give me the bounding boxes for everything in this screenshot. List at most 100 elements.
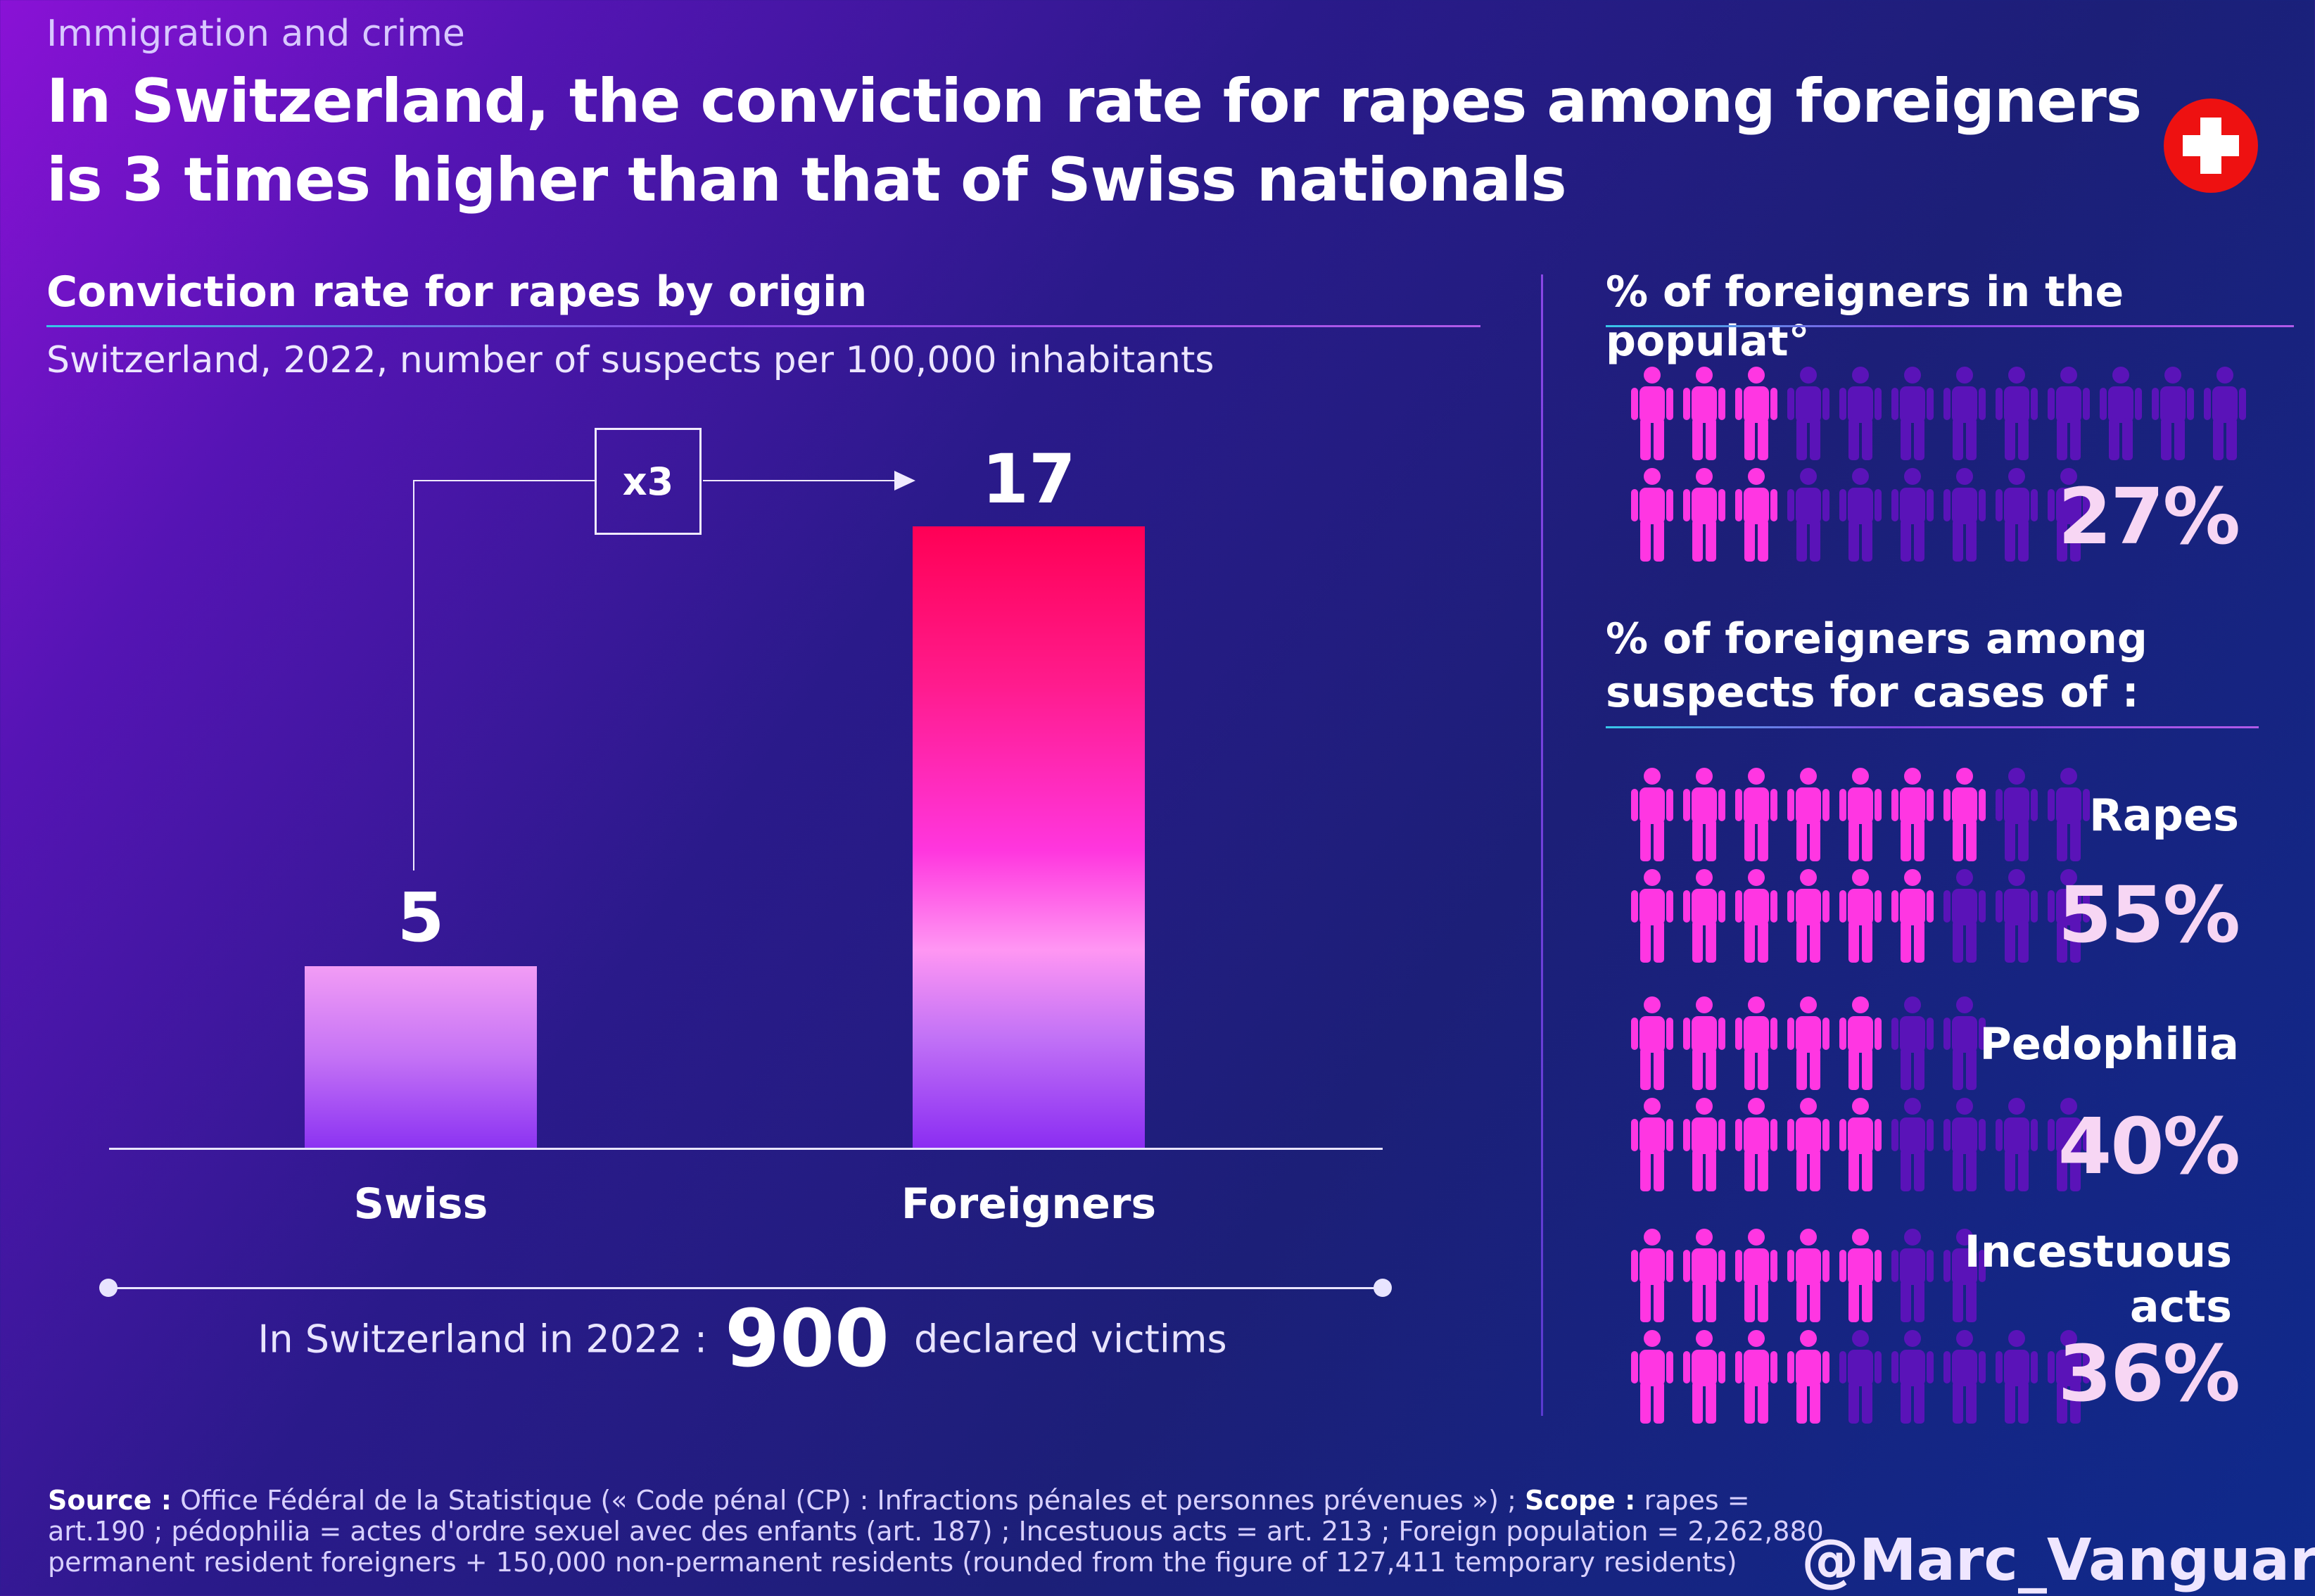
person-icon [1839,468,1882,562]
person-icon-highlighted [1683,1098,1725,1191]
person-icon-highlighted [1839,1098,1882,1191]
suspects-title-line-1: % of foreigners among [1606,614,2148,664]
bar-swiss [305,966,537,1149]
person-icon [1839,367,1882,460]
category-label-foreigners: Foreigners [901,1179,1157,1229]
victims-count: 900 [725,1293,889,1385]
person-icon-highlighted [1839,1229,1882,1322]
pictogram-row [1630,366,2247,460]
person-icon-highlighted [1631,1330,1673,1424]
crime-label-incestuous-acts: Incestuous acts [1951,1224,2232,1334]
arrow-right-icon [894,471,915,490]
pedophilia-percent: 40% [2057,1101,2240,1191]
pictogram-row [1630,996,2091,1090]
crime-label-line-1: Incestuous [1964,1226,2232,1277]
person-icon [1943,869,1986,963]
person-icon-highlighted [1735,768,1777,861]
headline-line-2: is 3 times higher than that of Swiss nat… [46,145,1567,215]
scope-text: rapes = art.190 ; pédophilia = actes d'o… [48,1485,1824,1578]
incest-pictogram [1630,1228,2091,1424]
panel-divider [1541,274,1543,1416]
person-icon [1943,1330,1986,1424]
person-icon-highlighted [1631,468,1673,562]
crime-label-pedophilia: Pedophilia [1979,1018,2239,1070]
incest-percent: 36% [2057,1329,2240,1419]
suspects-title-line-2: suspects for cases of : [1606,668,2139,717]
category-label-swiss: Swiss [353,1179,488,1229]
person-icon-highlighted [1631,367,1673,460]
population-title-underline [1606,325,2294,327]
victims-suffix: declared victims [914,1317,1227,1362]
victims-callout: In Switzerland in 2022 : 900 declared vi… [0,1293,1485,1385]
comparison-connector [413,480,414,870]
pictogram-row [1630,868,2091,963]
source-note: Source : Office Fédéral de la Statistiqu… [48,1485,1835,1578]
person-icon [1996,468,2038,562]
person-icon [1891,468,1934,562]
person-icon-highlighted [1839,869,1882,963]
person-icon [2100,367,2142,460]
victims-prefix: In Switzerland in 2022 : [258,1317,708,1362]
person-icon [1787,468,1829,562]
person-icon [2048,768,2090,861]
scope-label: Scope : [1524,1485,1636,1516]
person-icon-highlighted [1683,869,1725,963]
population-percent: 27% [2057,471,2240,562]
person-icon [1787,367,1829,460]
person-icon [1891,996,1934,1090]
person-icon [2048,468,2090,562]
person-icon-highlighted [1891,869,1934,963]
swiss-flag-icon [2164,99,2258,193]
bar-value-foreigners: 17 [982,440,1076,519]
headline: In Switzerland, the conviction rate for … [46,62,2142,220]
pictogram-row [1630,1097,2091,1191]
source-label: Source : [48,1485,172,1516]
person-icon [2048,869,2090,963]
person-icon [1943,1098,1986,1191]
person-icon-highlighted [1683,1229,1725,1322]
person-icon-highlighted [1735,869,1777,963]
person-icon [1891,1229,1934,1322]
person-icon-highlighted [1735,1229,1777,1322]
chart-subtitle: Switzerland, 2022, number of suspects pe… [46,339,1214,381]
person-icon-highlighted [1683,768,1725,861]
person-icon [1996,768,2038,861]
timeline-dot-left [99,1279,118,1297]
person-icon-highlighted [1683,367,1725,460]
person-icon-highlighted [1839,768,1882,861]
person-icon [2048,1330,2090,1424]
headline-line-1: In Switzerland, the conviction rate for … [46,66,2142,137]
person-icon [2204,367,2246,460]
person-icon [1891,1098,1934,1191]
person-icon-highlighted [1735,1098,1777,1191]
person-icon-highlighted [1787,768,1829,861]
pictogram-row [1630,767,2091,861]
population-title: % of foreigners in the populat° [1606,267,2124,366]
chart-title-underline [46,325,1480,327]
crime-label-line-2: acts [2129,1281,2232,1332]
person-icon-highlighted [1631,996,1673,1090]
person-icon [1891,367,1934,460]
person-icon-highlighted [1735,468,1777,562]
comparison-connector-right [703,480,894,481]
chart-title: Conviction rate for rapes by origin [46,267,868,317]
person-icon [1996,1330,2038,1424]
timeline-dot-right [1374,1279,1392,1297]
person-icon [1943,996,1986,1090]
timeline-line [108,1287,1383,1289]
person-icon-highlighted [1787,1330,1829,1424]
person-icon [1891,1330,1934,1424]
crime-label-rapes: Rapes [2089,790,2239,841]
multiplier-box: x3 [595,428,702,535]
person-icon-highlighted [1787,1229,1829,1322]
pedophilia-pictogram [1630,996,2091,1191]
pictogram-row [1630,467,2247,562]
comparison-connector-left [413,480,595,481]
person-icon [2048,367,2090,460]
person-icon-highlighted [1787,996,1829,1090]
x-axis [109,1148,1383,1150]
bar-value-swiss: 5 [397,878,445,957]
kicker: Immigration and crime [46,13,465,55]
person-icon-highlighted [1735,367,1777,460]
pictogram-row [1630,1329,2091,1424]
